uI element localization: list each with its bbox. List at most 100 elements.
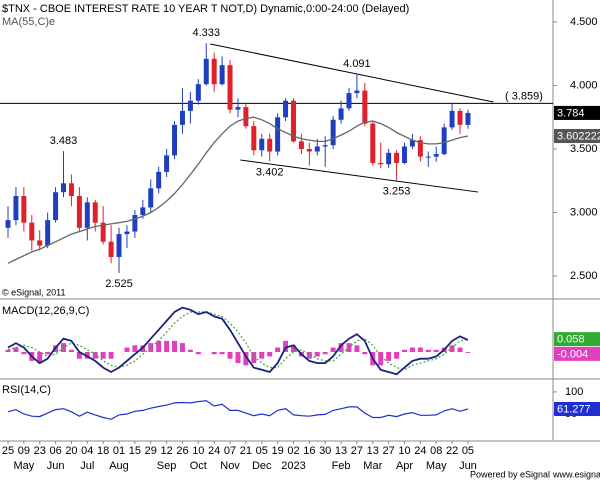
footer: Powered by eSignal (470, 469, 550, 479)
macd-histogram-bar (13, 347, 19, 352)
candle-body (203, 58, 209, 85)
candle-body (267, 138, 273, 152)
extreme-label: 4.333 (192, 27, 220, 39)
macd-histogram-bar (235, 352, 241, 364)
candle-body (275, 117, 281, 152)
macd-histogram-bar (219, 352, 225, 355)
candle-body (370, 123, 376, 163)
candle-body (156, 171, 162, 189)
candle-body (108, 241, 114, 257)
x-tick-label: 25 (2, 445, 14, 457)
macd-histogram-bar (275, 347, 281, 352)
macd-signal-value-box (554, 332, 600, 347)
candle-body (457, 110, 463, 125)
x-tick-label: 10 (192, 445, 204, 457)
candle-body (92, 202, 98, 223)
x-month-label: May (13, 460, 34, 472)
candle-body (441, 127, 447, 155)
ma-title: MA(55,C)e (2, 16, 55, 28)
footer: www.esignal.com (552, 469, 600, 479)
macd-histogram-bar (283, 340, 289, 352)
candle-body (386, 152, 392, 165)
x-tick-label: 04 (81, 445, 93, 457)
chart-title: $TNX - CBOE INTEREST RATE 10 YEAR T NOT,… (2, 3, 409, 15)
extreme-label: 3.253 (383, 185, 411, 197)
x-tick-label: 02 (287, 445, 299, 457)
extreme-label: 3.483 (50, 135, 78, 147)
candle-body (330, 119, 336, 146)
candle-body (449, 110, 455, 128)
candle-body (179, 110, 185, 125)
candle-body (132, 215, 138, 232)
macd-histogram-bar (45, 352, 51, 355)
macd-histogram-bar (156, 340, 162, 352)
y-tick-label: 3.500 (570, 143, 598, 155)
candle-body (68, 183, 74, 196)
macd-histogram-bar (306, 352, 312, 359)
rsi-value-label-box (554, 401, 600, 416)
macd-histogram-bar (172, 340, 178, 352)
candle-body (433, 154, 439, 157)
y-tick-label: 2.500 (570, 270, 598, 282)
x-tick-label: 24 (414, 445, 426, 457)
macd-histogram-bar (402, 349, 407, 352)
x-month-label: Nov (220, 460, 240, 472)
macd-histogram-bar (68, 349, 74, 352)
x-tick-label: 05 (462, 445, 474, 457)
candle-body (116, 234, 122, 257)
candle-body (306, 149, 312, 152)
macd-histogram-bar (259, 352, 265, 359)
x-month-label: Aug (109, 460, 129, 472)
macd-histogram-bar (179, 343, 185, 352)
trendline (240, 159, 479, 193)
macd-histogram-bar (449, 345, 455, 352)
macd-histogram-bar (243, 352, 249, 366)
ma-value-label-box (554, 129, 600, 144)
macd-histogram-bar (187, 349, 193, 352)
candle-body (53, 192, 59, 221)
macd-histogram-bar (386, 352, 392, 361)
macd-line (7, 306, 469, 376)
x-month-label: Jun (459, 460, 477, 472)
macd-histogram-bar (211, 352, 217, 355)
macd-histogram-bar (92, 352, 98, 359)
extreme-label: 4.091 (343, 58, 371, 70)
y-tick-label: 4.000 (570, 79, 598, 91)
macd-histogram-bar (338, 343, 344, 352)
x-tick-label: 27 (351, 445, 363, 457)
x-tick-label: 19 (271, 445, 283, 457)
candle-body (425, 156, 431, 158)
macd-histogram-bar (362, 352, 368, 355)
x-tick-label: 24 (208, 445, 220, 457)
candle-body (172, 124, 178, 156)
macd-signal-value: 0.058 (557, 334, 585, 346)
x-tick-label: 20 (65, 445, 77, 457)
candle-body (29, 222, 35, 241)
candle-body (338, 108, 344, 120)
candle-body (417, 140, 423, 157)
y-tick-label: 100 (565, 386, 583, 398)
x-month-label: Apr (396, 460, 413, 472)
x-month-label: Feb (332, 460, 351, 472)
x-tick-label: 01 (113, 445, 125, 457)
candle-body (354, 90, 360, 94)
candle-body (235, 107, 241, 110)
candle-body (378, 162, 384, 165)
x-month-label: Jun (47, 460, 65, 472)
rsi-value-label: 61.277 (557, 403, 591, 415)
candle-body (76, 195, 82, 228)
x-tick-label: 15 (129, 445, 141, 457)
candle-body (227, 65, 233, 110)
candle-body (322, 145, 328, 147)
ma-value-label: 3.602222 (557, 130, 600, 142)
candle-body (346, 93, 352, 109)
x-month-label: Oct (190, 460, 207, 472)
candle-body (409, 140, 415, 147)
macd-histogram-bar (290, 345, 296, 352)
x-tick-label: 07 (224, 445, 236, 457)
macd-histogram-bar (84, 352, 90, 359)
x-month-label: Dec (252, 460, 272, 472)
last-price-label: 3.784 (557, 107, 585, 119)
candle-body (84, 202, 90, 228)
